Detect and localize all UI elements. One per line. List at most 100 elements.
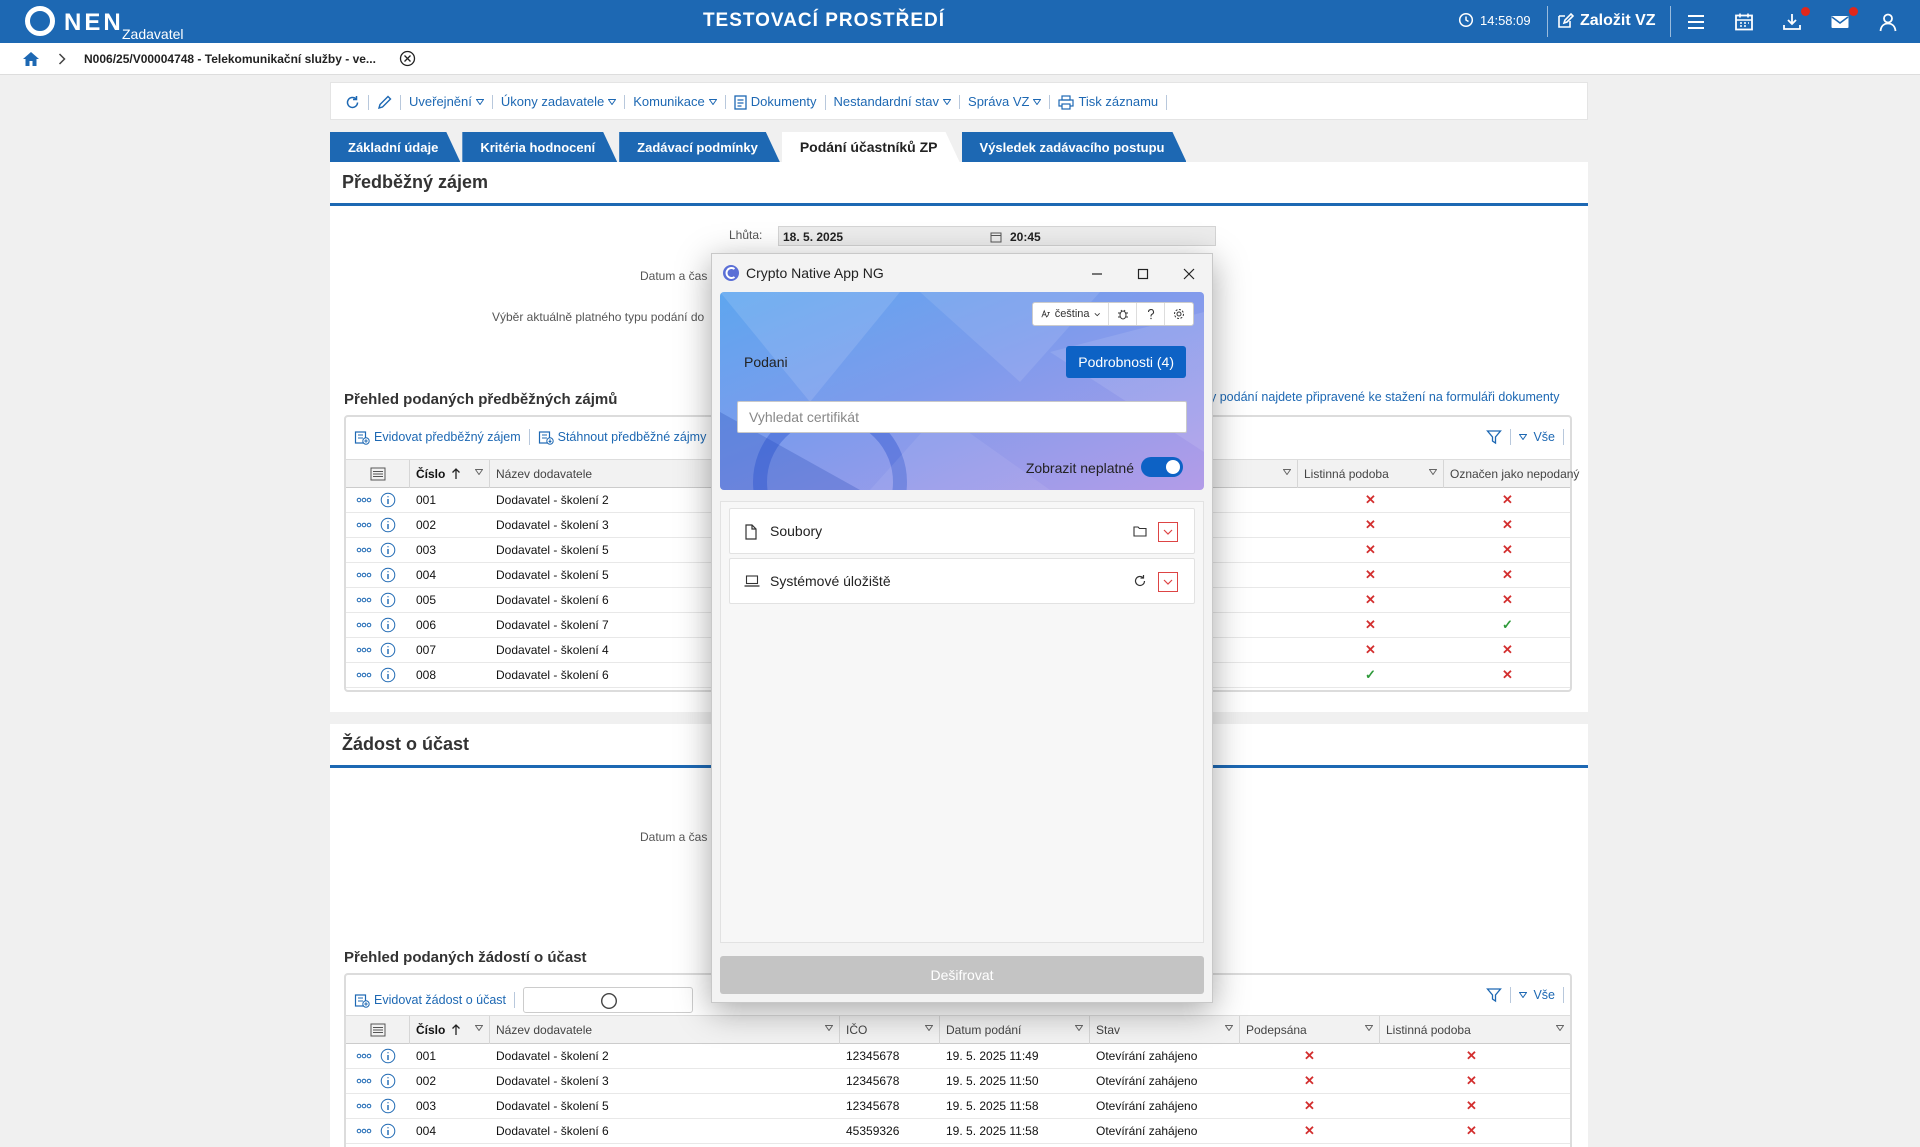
filter-icon[interactable] bbox=[1486, 429, 1503, 445]
more-options-icon[interactable] bbox=[356, 522, 372, 528]
evidovat-zadost-button[interactable]: Evidovat žádost o účast bbox=[354, 992, 516, 1008]
header-datum[interactable]: Datum podání bbox=[940, 1016, 1090, 1044]
row-actions bbox=[356, 613, 396, 637]
download-icon[interactable] bbox=[1781, 11, 1803, 33]
cell-listinna: ✕ bbox=[1365, 517, 1376, 532]
info-icon[interactable] bbox=[380, 1123, 396, 1139]
header-listinna[interactable]: Listinná podoba bbox=[1380, 1016, 1570, 1044]
more-options-icon[interactable] bbox=[356, 672, 372, 678]
refresh-button[interactable] bbox=[337, 94, 369, 110]
logo-subtitle: Zadavatel bbox=[122, 26, 184, 42]
home-icon[interactable] bbox=[22, 51, 40, 67]
menu-sprava-vz[interactable]: Správa VZ bbox=[960, 95, 1051, 109]
info-icon[interactable] bbox=[380, 1073, 396, 1089]
filter-icon[interactable] bbox=[1486, 987, 1503, 1003]
info-icon[interactable] bbox=[380, 617, 396, 633]
settings-button[interactable] bbox=[1165, 303, 1193, 325]
header-cislo[interactable]: Číslo bbox=[410, 460, 490, 488]
menu-uverejneni[interactable]: Uveřejnění bbox=[401, 95, 493, 109]
minimize-icon[interactable] bbox=[1087, 264, 1107, 284]
close-tab-icon[interactable] bbox=[399, 50, 416, 67]
decrypt-button[interactable]: Dešifrovat bbox=[720, 956, 1204, 994]
maximize-icon[interactable] bbox=[1133, 264, 1153, 284]
table-row[interactable]: 003 Dodavatel - školení 5 12345678 19. 5. 2… bbox=[346, 1094, 1570, 1119]
info-icon[interactable] bbox=[380, 492, 396, 508]
info-icon[interactable] bbox=[380, 542, 396, 558]
info-icon[interactable] bbox=[380, 1048, 396, 1064]
header-listinna[interactable]: Listinná podoba bbox=[1298, 460, 1444, 488]
edit-button[interactable] bbox=[369, 94, 401, 110]
info-icon[interactable] bbox=[380, 642, 396, 658]
refresh-icon[interactable] bbox=[1133, 574, 1147, 588]
user-icon[interactable] bbox=[1877, 11, 1899, 33]
more-options-icon[interactable] bbox=[356, 1078, 372, 1084]
more-options-icon[interactable] bbox=[356, 1128, 372, 1134]
cell-nazev: Dodavatel - školení 4 bbox=[496, 643, 609, 657]
header-hidden-column[interactable] bbox=[1274, 460, 1298, 488]
more-options-icon[interactable] bbox=[356, 497, 372, 503]
download-note-link[interactable]: y podání najdete připravené ke stažení n… bbox=[1210, 390, 1560, 404]
expand-button[interactable] bbox=[1158, 522, 1178, 542]
more-options-icon[interactable] bbox=[356, 597, 372, 603]
info-icon[interactable] bbox=[380, 667, 396, 683]
stahnout-predbezne-button[interactable]: Stáhnout předběžné zájmy bbox=[538, 429, 716, 445]
header-ico[interactable]: IČO bbox=[840, 1016, 940, 1044]
tab-vysledek-zadavaciho-postupu[interactable]: Výsledek zadávacího postupu bbox=[962, 132, 1187, 162]
menu-dokumenty[interactable]: Dokumenty bbox=[726, 94, 826, 110]
menu-nestandardni-stav[interactable]: Nestandardní stav bbox=[826, 95, 961, 109]
header-nazev[interactable]: Název dodavatele bbox=[490, 1016, 840, 1044]
tab-podani-ucastniku[interactable]: Podání účastníků ZP bbox=[782, 132, 960, 162]
view-all-dropdown[interactable]: Vše bbox=[1519, 430, 1555, 444]
more-options-icon[interactable] bbox=[356, 622, 372, 628]
expand-button[interactable] bbox=[1158, 572, 1178, 592]
view-all-dropdown[interactable]: Vše bbox=[1519, 988, 1555, 1002]
menu-tisk-zaznamu[interactable]: Tisk záznamu bbox=[1050, 94, 1168, 110]
deadline-field[interactable]: 18. 5. 2025 20:45 bbox=[778, 226, 1216, 246]
more-options-icon[interactable] bbox=[356, 547, 372, 553]
details-button[interactable]: Podrobnosti (4) bbox=[1066, 346, 1186, 378]
breadcrumb-item-contract[interactable]: N006/25/V00004748 - Telekomunikační služ… bbox=[84, 52, 376, 66]
loading-button[interactable] bbox=[523, 987, 694, 1013]
info-icon[interactable] bbox=[380, 517, 396, 533]
cell-datum: 19. 5. 2025 11:58 bbox=[946, 1099, 1039, 1113]
more-options-icon[interactable] bbox=[356, 1053, 372, 1059]
show-invalid-toggle[interactable] bbox=[1141, 457, 1183, 477]
create-contract-button[interactable]: Založit VZ bbox=[1556, 10, 1656, 32]
tab-zadavaci-podminky[interactable]: Zadávací podmínky bbox=[619, 132, 780, 162]
table-row[interactable]: 004 Dodavatel - školení 6 45359326 19. 5. 2… bbox=[346, 1119, 1570, 1144]
tab-zakladni-udaje[interactable]: Základní údaje bbox=[330, 132, 460, 162]
source-soubory[interactable]: Soubory bbox=[729, 508, 1195, 554]
header-podepsana[interactable]: Podepsána bbox=[1240, 1016, 1380, 1044]
tab-kriteria-hodnoceni[interactable]: Kritéria hodnocení bbox=[462, 132, 617, 162]
evidovat-predbezny-button[interactable]: Evidovat předběžný zájem bbox=[354, 429, 530, 445]
menu-ukony-zadavatele[interactable]: Úkony zadavatele bbox=[493, 95, 626, 109]
more-options-icon[interactable] bbox=[356, 647, 372, 653]
info-icon[interactable] bbox=[380, 1098, 396, 1114]
cell-ico: 45359326 bbox=[846, 1124, 900, 1138]
more-options-icon[interactable] bbox=[356, 572, 372, 578]
menu-komunikace[interactable]: Komunikace bbox=[625, 95, 726, 109]
clock-time: 14:58:09 bbox=[1480, 12, 1531, 28]
calendar-icon[interactable] bbox=[1733, 11, 1755, 33]
cell-cislo: 003 bbox=[416, 543, 437, 557]
header-oznacen[interactable]: Označen jako nepodaný bbox=[1450, 467, 1580, 481]
window-close-icon[interactable] bbox=[1179, 264, 1199, 284]
help-button[interactable] bbox=[1137, 303, 1165, 325]
folder-icon[interactable] bbox=[1133, 524, 1147, 538]
mail-icon[interactable] bbox=[1829, 11, 1851, 33]
info-icon[interactable] bbox=[380, 567, 396, 583]
table-row[interactable]: 001 Dodavatel - školení 2 12345678 19. 5. 2… bbox=[346, 1044, 1570, 1069]
certificate-search-input[interactable]: Vyhledat certifikát bbox=[737, 401, 1187, 433]
calendar-small-icon[interactable] bbox=[990, 231, 1002, 243]
table-row[interactable]: 002 Dodavatel - školení 3 12345678 19. 5. 2… bbox=[346, 1069, 1570, 1094]
debug-button[interactable] bbox=[1109, 303, 1137, 325]
header-cislo[interactable]: Číslo bbox=[410, 1016, 490, 1044]
language-select[interactable]: čeština bbox=[1033, 303, 1109, 325]
more-options-icon[interactable] bbox=[356, 1103, 372, 1109]
column-settings-button[interactable] bbox=[346, 1016, 410, 1044]
info-icon[interactable] bbox=[380, 592, 396, 608]
column-settings-button[interactable] bbox=[346, 460, 410, 488]
source-systemove-uloziste[interactable]: Systémové úložiště bbox=[729, 558, 1195, 604]
header-stav[interactable]: Stav bbox=[1090, 1016, 1240, 1044]
menu-icon[interactable] bbox=[1685, 11, 1707, 33]
